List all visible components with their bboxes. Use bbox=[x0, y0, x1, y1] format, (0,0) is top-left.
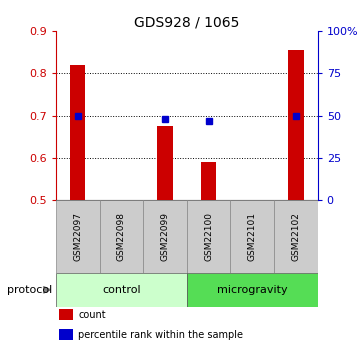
Text: protocol: protocol bbox=[7, 285, 52, 295]
Bar bbox=[70, 65, 86, 200]
Text: GSM22101: GSM22101 bbox=[248, 212, 257, 261]
Text: control: control bbox=[102, 285, 141, 295]
Bar bbox=[100, 200, 143, 273]
Bar bbox=[187, 273, 318, 307]
Text: GSM22102: GSM22102 bbox=[291, 212, 300, 261]
Bar bbox=[230, 200, 274, 273]
Text: GSM22098: GSM22098 bbox=[117, 212, 126, 261]
Bar bbox=[58, 329, 73, 340]
Bar bbox=[56, 273, 187, 307]
Text: count: count bbox=[78, 310, 106, 321]
Text: GSM22100: GSM22100 bbox=[204, 212, 213, 261]
Text: microgravity: microgravity bbox=[217, 285, 288, 295]
Text: percentile rank within the sample: percentile rank within the sample bbox=[78, 330, 243, 340]
Bar bbox=[201, 162, 216, 200]
Bar bbox=[288, 50, 304, 200]
Bar bbox=[157, 126, 173, 200]
Text: GSM22099: GSM22099 bbox=[161, 212, 170, 261]
Bar bbox=[187, 200, 230, 273]
Text: GSM22097: GSM22097 bbox=[73, 212, 82, 261]
Title: GDS928 / 1065: GDS928 / 1065 bbox=[134, 16, 239, 30]
Bar bbox=[56, 200, 100, 273]
Bar bbox=[143, 200, 187, 273]
Bar bbox=[58, 309, 73, 320]
Bar bbox=[274, 200, 318, 273]
